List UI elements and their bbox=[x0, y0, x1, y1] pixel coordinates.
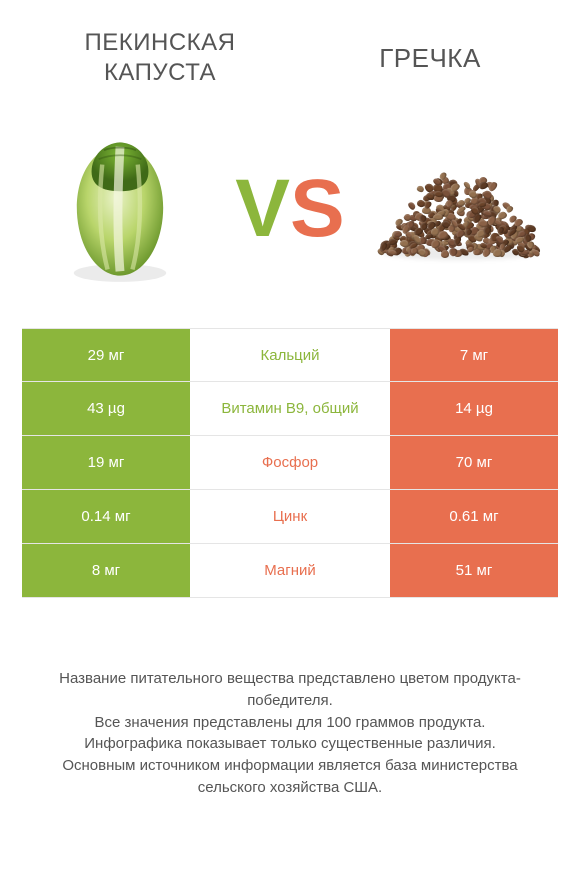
left-value: 43 µg bbox=[22, 382, 190, 435]
left-value: 29 мг bbox=[22, 329, 190, 381]
table-row: 8 мгМагний51 мг bbox=[22, 544, 558, 598]
footnote-line: Все значения представлены для 100 граммо… bbox=[28, 712, 552, 734]
right-value: 14 µg bbox=[390, 382, 558, 435]
nutrient-label: Цинк bbox=[190, 490, 390, 543]
vs-s: S bbox=[290, 162, 345, 256]
nutrient-table: 29 мгКальций7 мг43 µgВитамин B9, общий14… bbox=[0, 328, 580, 598]
nutrient-label: Витамин B9, общий bbox=[190, 382, 390, 435]
nutrient-label: Магний bbox=[190, 544, 390, 597]
table-row: 29 мгКальций7 мг bbox=[22, 328, 558, 382]
vs-label: VS bbox=[235, 162, 344, 256]
left-value: 0.14 мг bbox=[22, 490, 190, 543]
nutrient-label: Фосфор bbox=[190, 436, 390, 489]
footnote-line: Инфографика показывает только существенн… bbox=[28, 733, 552, 755]
right-value: 0.61 мг bbox=[390, 490, 558, 543]
cabbage-icon bbox=[40, 124, 200, 294]
table-row: 19 мгФосфор70 мг bbox=[22, 436, 558, 490]
table-row: 43 µgВитамин B9, общий14 µg bbox=[22, 382, 558, 436]
table-row: 0.14 мгЦинк0.61 мг bbox=[22, 490, 558, 544]
right-value: 51 мг bbox=[390, 544, 558, 597]
right-value: 70 мг bbox=[390, 436, 558, 489]
buckwheat-icon bbox=[375, 164, 545, 254]
hero-row: VS bbox=[0, 98, 580, 328]
left-product-title: ПЕКИНСКАЯ КАПУСТА bbox=[50, 28, 270, 88]
left-value: 8 мг bbox=[22, 544, 190, 597]
nutrient-label: Кальций bbox=[190, 329, 390, 381]
footnote-line: Название питательного вещества представл… bbox=[28, 668, 552, 712]
left-product-image bbox=[30, 119, 210, 299]
vs-v: V bbox=[235, 162, 290, 256]
right-product-image bbox=[370, 119, 550, 299]
footnote-line: Основным источником информации является … bbox=[28, 755, 552, 799]
footnotes: Название питательного вещества представл… bbox=[0, 598, 580, 799]
right-product-title: ГРЕЧКА bbox=[330, 42, 530, 75]
right-value: 7 мг bbox=[390, 329, 558, 381]
left-value: 19 мг bbox=[22, 436, 190, 489]
